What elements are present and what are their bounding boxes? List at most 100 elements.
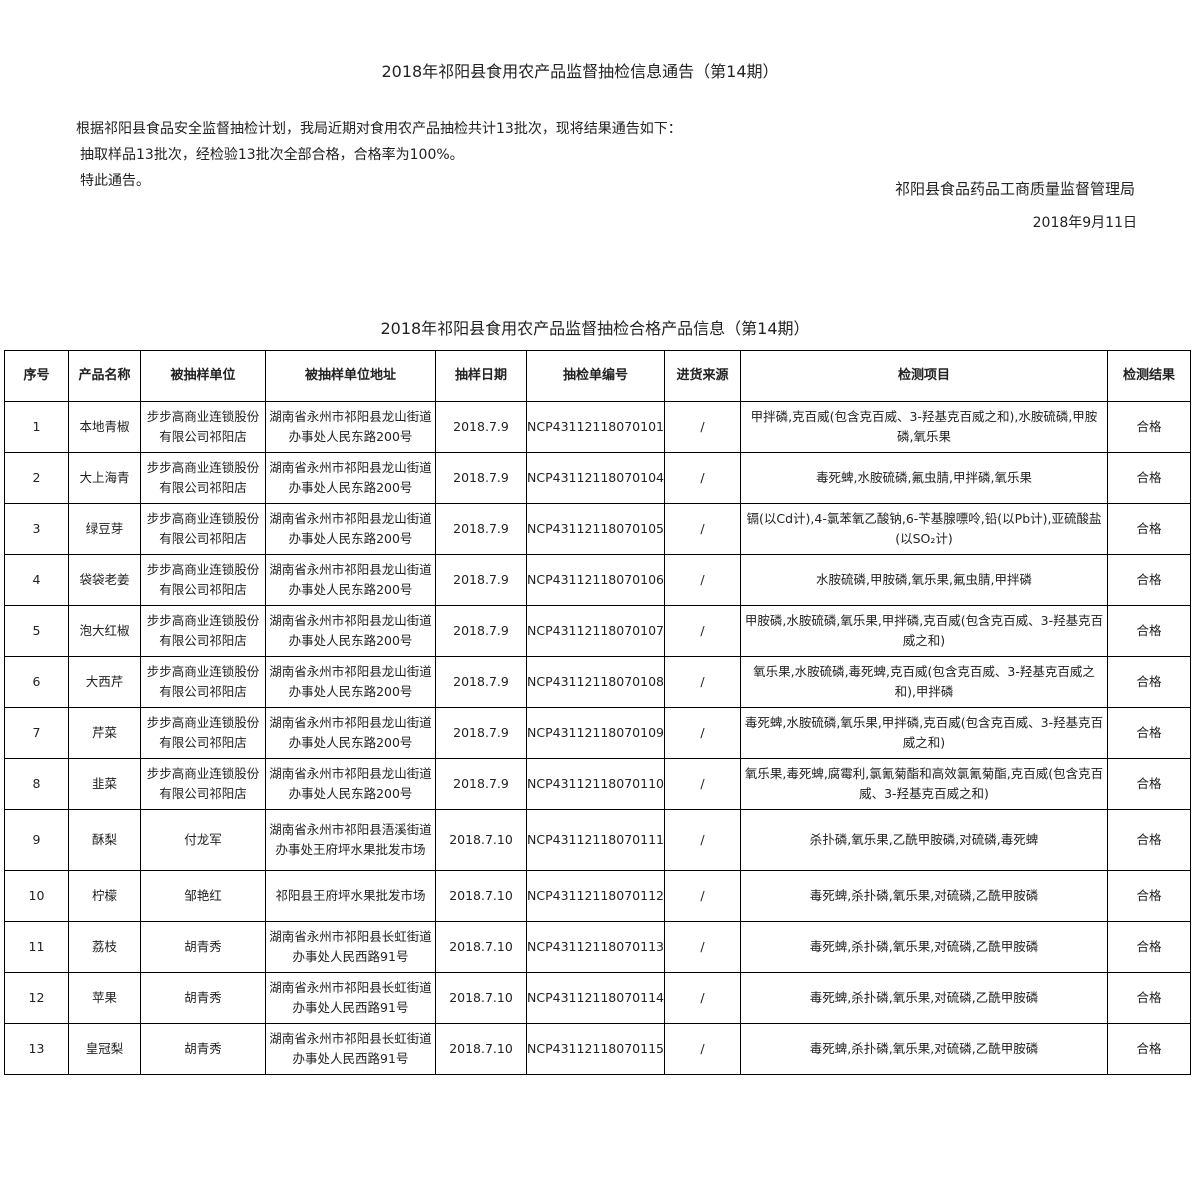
- cell-test-result: 合格: [1107, 707, 1191, 759]
- cell-purchase-source: /: [664, 656, 741, 708]
- cell-sample-id: NCP43112118070114: [526, 972, 665, 1024]
- cell-sampled-unit: 步步高商业连锁股份有限公司祁阳店: [140, 656, 266, 708]
- cell-unit-address: 湖南省永州市祁阳县龙山街道办事处人民东路200号: [265, 605, 436, 657]
- cell-seq: 5: [4, 605, 69, 657]
- notice-title: 2018年祁阳县食用农产品监督抽检信息通告（第14期）: [381, 62, 779, 81]
- cell-sampling-date: 2018.7.9: [435, 401, 527, 453]
- cell-seq: 4: [4, 554, 69, 606]
- table-row: 5 泡大红椒 步步高商业连锁股份有限公司祁阳店 湖南省永州市祁阳县龙山街道办事处人民东…: [4, 605, 1191, 657]
- cell-sample-id: NCP43112118070104: [526, 452, 665, 504]
- cell-test-items: 毒死蜱,杀扑磷,氧乐果,对硫磷,乙酰甲胺磷: [740, 921, 1108, 973]
- cell-test-items: 杀扑磷,氧乐果,乙酰甲胺磷,对硫磷,毒死蜱: [740, 809, 1108, 871]
- table-row: 8 韭菜 步步高商业连锁股份有限公司祁阳店 湖南省永州市祁阳县龙山街道办事处人民东路2…: [4, 758, 1191, 810]
- cell-purchase-source: /: [664, 921, 741, 973]
- cell-test-items: 镉(以Cd计),4-氯苯氧乙酸钠,6-苄基腺嘌呤,铅(以Pb计),亚硫酸盐(以S…: [740, 503, 1108, 555]
- cell-unit-address: 湖南省永州市祁阳县浯溪街道办事处王府坪水果批发市场: [265, 809, 436, 871]
- cell-product-name: 泡大红椒: [68, 605, 141, 657]
- table-row: 10 柠檬 邹艳红 祁阳县王府坪水果批发市场 2018.7.10 NCP431121180…: [4, 870, 1191, 922]
- cell-seq: 10: [4, 870, 69, 922]
- header-unit-address: 被抽样单位地址: [265, 350, 436, 402]
- cell-product-name: 韭菜: [68, 758, 141, 810]
- cell-sampling-date: 2018.7.9: [435, 656, 527, 708]
- cell-sample-id: NCP43112118070105: [526, 503, 665, 555]
- cell-sampled-unit: 胡青秀: [140, 1023, 266, 1075]
- cell-product-name: 绿豆芽: [68, 503, 141, 555]
- cell-sampling-date: 2018.7.9: [435, 707, 527, 759]
- cell-sampling-date: 2018.7.10: [435, 870, 527, 922]
- cell-sampling-date: 2018.7.10: [435, 1023, 527, 1075]
- cell-test-items: 氧乐果,毒死蜱,腐霉利,氯氰菊酯和高效氯氰菊酯,克百威(包含克百威、3-羟基克百…: [740, 758, 1108, 810]
- cell-sampled-unit: 步步高商业连锁股份有限公司祁阳店: [140, 452, 266, 504]
- cell-test-result: 合格: [1107, 921, 1191, 973]
- cell-seq: 6: [4, 656, 69, 708]
- cell-test-items: 毒死蜱,杀扑磷,氧乐果,对硫磷,乙酰甲胺磷: [740, 972, 1108, 1024]
- table-row: 11 荔枝 胡青秀 湖南省永州市祁阳县长虹街道办事处人民西路91号 2018.7.10 N…: [4, 921, 1191, 973]
- header-product-name: 产品名称: [68, 350, 141, 402]
- cell-seq: 3: [4, 503, 69, 555]
- cell-purchase-source: /: [664, 707, 741, 759]
- cell-unit-address: 湖南省永州市祁阳县龙山街道办事处人民东路200号: [265, 656, 436, 708]
- cell-sampled-unit: 邹艳红: [140, 870, 266, 922]
- issue-date: 2018年9月11日: [1032, 215, 1137, 231]
- cell-seq: 7: [4, 707, 69, 759]
- cell-sampled-unit: 步步高商业连锁股份有限公司祁阳店: [140, 503, 266, 555]
- table-row: 12 苹果 胡青秀 湖南省永州市祁阳县长虹街道办事处人民西路91号 2018.7.10 N…: [4, 972, 1191, 1024]
- cell-purchase-source: /: [664, 1023, 741, 1075]
- cell-purchase-source: /: [664, 503, 741, 555]
- cell-sampled-unit: 步步高商业连锁股份有限公司祁阳店: [140, 707, 266, 759]
- cell-seq: 2: [4, 452, 69, 504]
- cell-seq: 1: [4, 401, 69, 453]
- cell-test-items: 毒死蜱,杀扑磷,氧乐果,对硫磷,乙酰甲胺磷: [740, 870, 1108, 922]
- cell-sampling-date: 2018.7.9: [435, 503, 527, 555]
- cell-purchase-source: /: [664, 758, 741, 810]
- cell-sampling-date: 2018.7.9: [435, 758, 527, 810]
- header-sampled-unit: 被抽样单位: [140, 350, 266, 402]
- cell-sampling-date: 2018.7.9: [435, 452, 527, 504]
- table-row: 1 本地青椒 步步高商业连锁股份有限公司祁阳店 湖南省永州市祁阳县龙山街道办事处人民东…: [4, 401, 1191, 453]
- cell-sampled-unit: 步步高商业连锁股份有限公司祁阳店: [140, 554, 266, 606]
- header-sample-id: 抽检单编号: [526, 350, 665, 402]
- cell-test-result: 合格: [1107, 870, 1191, 922]
- cell-test-items: 甲拌磷,克百威(包含克百威、3-羟基克百威之和),水胺硫磷,甲胺磷,氧乐果: [740, 401, 1108, 453]
- cell-sampling-date: 2018.7.9: [435, 554, 527, 606]
- cell-seq: 12: [4, 972, 69, 1024]
- table-row: 7 芹菜 步步高商业连锁股份有限公司祁阳店 湖南省永州市祁阳县龙山街道办事处人民东路2…: [4, 707, 1191, 759]
- cell-sample-id: NCP43112118070101: [526, 401, 665, 453]
- cell-test-items: 毒死蜱,水胺硫磷,氧乐果,甲拌磷,克百威(包含克百威、3-羟基克百威之和): [740, 707, 1108, 759]
- cell-unit-address: 湖南省永州市祁阳县龙山街道办事处人民东路200号: [265, 554, 436, 606]
- cell-product-name: 荔枝: [68, 921, 141, 973]
- cell-sample-id: NCP43112118070111: [526, 809, 665, 871]
- cell-unit-address: 湖南省永州市祁阳县龙山街道办事处人民东路200号: [265, 452, 436, 504]
- cell-purchase-source: /: [664, 605, 741, 657]
- table-row: 4 袋袋老姜 步步高商业连锁股份有限公司祁阳店 湖南省永州市祁阳县龙山街道办事处人民东…: [4, 554, 1191, 606]
- cell-sampling-date: 2018.7.9: [435, 605, 527, 657]
- cell-sample-id: NCP43112118070106: [526, 554, 665, 606]
- cell-sample-id: NCP43112118070115: [526, 1023, 665, 1075]
- cell-product-name: 芹菜: [68, 707, 141, 759]
- cell-product-name: 柠檬: [68, 870, 141, 922]
- cell-sampling-date: 2018.7.10: [435, 972, 527, 1024]
- cell-test-result: 合格: [1107, 452, 1191, 504]
- cell-product-name: 大西芹: [68, 656, 141, 708]
- cell-test-result: 合格: [1107, 554, 1191, 606]
- cell-unit-address: 湖南省永州市祁阳县长虹街道办事处人民西路91号: [265, 972, 436, 1024]
- cell-sampled-unit: 步步高商业连锁股份有限公司祁阳店: [140, 401, 266, 453]
- cell-purchase-source: /: [664, 972, 741, 1024]
- cell-sample-id: NCP43112118070113: [526, 921, 665, 973]
- cell-test-items: 氧乐果,水胺硫磷,毒死蜱,克百威(包含克百威、3-羟基克百威之和),甲拌磷: [740, 656, 1108, 708]
- cell-seq: 8: [4, 758, 69, 810]
- cell-test-items: 水胺硫磷,甲胺磷,氧乐果,氟虫腈,甲拌磷: [740, 554, 1108, 606]
- cell-product-name: 苹果: [68, 972, 141, 1024]
- cell-unit-address: 湖南省永州市祁阳县龙山街道办事处人民东路200号: [265, 503, 436, 555]
- cell-product-name: 皇冠梨: [68, 1023, 141, 1075]
- cell-test-result: 合格: [1107, 605, 1191, 657]
- cell-product-name: 本地青椒: [68, 401, 141, 453]
- table-row: 6 大西芹 步步高商业连锁股份有限公司祁阳店 湖南省永州市祁阳县龙山街道办事处人民东路…: [4, 656, 1191, 708]
- cell-sample-id: NCP43112118070109: [526, 707, 665, 759]
- cell-unit-address: 湖南省永州市祁阳县长虹街道办事处人民西路91号: [265, 1023, 436, 1075]
- cell-sample-id: NCP43112118070108: [526, 656, 665, 708]
- cell-sampled-unit: 付龙军: [140, 809, 266, 871]
- table-header-row: 序号 产品名称 被抽样单位 被抽样单位地址 抽样日期 抽检单编号 进货来源 检测项目 检测结果: [4, 350, 1191, 402]
- cell-test-result: 合格: [1107, 809, 1191, 871]
- cell-unit-address: 湖南省永州市祁阳县龙山街道办事处人民东路200号: [265, 707, 436, 759]
